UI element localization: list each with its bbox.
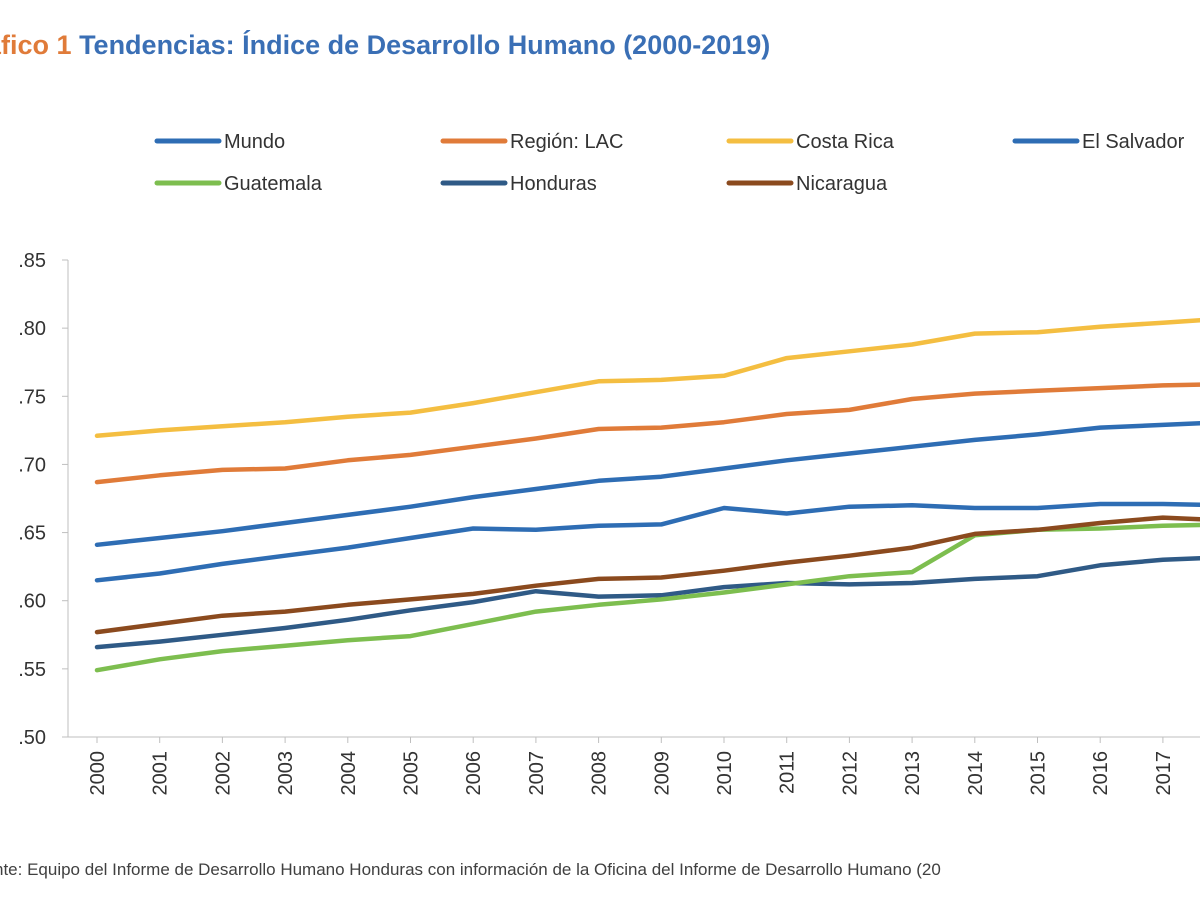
- axes: .50 .55 .60 .65 .70 .75 .80 .85 2000 2001 2002 2003…: [18, 250, 1200, 796]
- legend-label-3: El Salvador: [1082, 131, 1185, 153]
- y-tick-label-6: .80: [18, 318, 46, 340]
- y-tick-label-0: .50: [18, 727, 46, 749]
- x-tick-label-12: 2012: [839, 751, 861, 796]
- x-tick-label-10: 2010: [714, 751, 736, 796]
- x-tick-label-1: 2001: [150, 751, 172, 796]
- x-tick-label-13: 2013: [902, 751, 924, 796]
- legend-label-1: Región: LAC: [510, 131, 623, 153]
- series-line-0: [94, 421, 1200, 548]
- x-tick-label-15: 2015: [1028, 751, 1050, 796]
- x-tick-label-8: 2008: [589, 751, 611, 796]
- y-tick-label-3: .65: [18, 523, 46, 545]
- x-tick-label-6: 2006: [463, 751, 485, 796]
- y-tick-label-2: .60: [18, 591, 46, 613]
- y-tick-label-7: .85: [18, 250, 46, 272]
- x-tick-label-11: 2011: [777, 751, 799, 794]
- series-group: [94, 318, 1200, 673]
- series-line-2: [94, 318, 1200, 439]
- x-tick-label-4: 2004: [338, 751, 360, 796]
- chart-title-prefix: áfico 1: [0, 30, 72, 60]
- x-tick-label-0: 2000: [87, 751, 109, 796]
- chart-title-main: Tendencias: Índice de Desarrollo Humano …: [79, 30, 771, 60]
- legend-label-6: Nicaragua: [796, 173, 888, 195]
- legend: Mundo Región: LAC Costa Rica El Salvador Gua…: [154, 131, 1185, 195]
- series-line-3: [94, 501, 1200, 583]
- x-tick-label-16: 2016: [1090, 751, 1112, 796]
- x-tick-label-3: 2003: [275, 751, 297, 796]
- legend-label-2: Costa Rica: [796, 131, 895, 153]
- x-tick-label-5: 2005: [401, 751, 423, 796]
- legend-label-0: Mundo: [224, 131, 285, 153]
- series-line-5: [94, 555, 1200, 650]
- y-tick-label-5: .75: [18, 386, 46, 408]
- x-tick-label-17: 2017: [1153, 751, 1175, 796]
- series-line-1: [94, 382, 1200, 485]
- x-tick-label-7: 2007: [526, 751, 548, 796]
- x-tick-label-14: 2014: [965, 751, 987, 796]
- y-tick-label-1: .55: [18, 659, 46, 681]
- legend-label-5: Honduras: [510, 173, 597, 195]
- chart-title: áfico 1 Tendencias: Índice de Desarrollo…: [0, 30, 770, 61]
- x-tick-label-9: 2009: [651, 751, 673, 796]
- source-note: nte: Equipo del Informe de Desarrollo Hu…: [0, 860, 941, 879]
- legend-label-4: Guatemala: [224, 173, 323, 195]
- x-tick-label-2: 2002: [212, 751, 234, 796]
- y-tick-label-4: .70: [18, 454, 46, 476]
- series-line-6: [94, 515, 1200, 635]
